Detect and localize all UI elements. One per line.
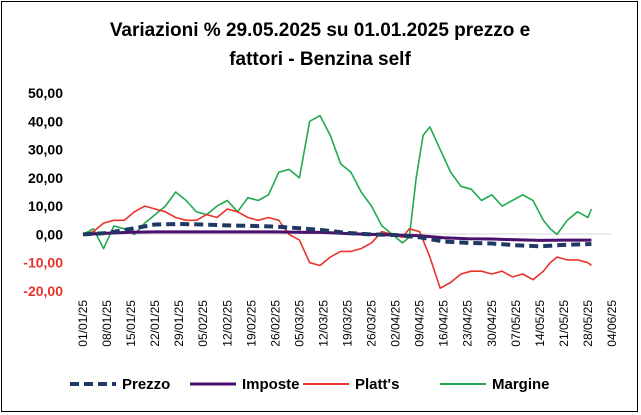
y-tick-label: 40,00: [28, 113, 63, 129]
x-tick-label: 30/04/25: [485, 300, 499, 347]
y-tick-label: 20,00: [28, 170, 63, 186]
y-tick-label: 0,00: [36, 226, 63, 242]
x-tick-label: 16/04/25: [437, 300, 451, 347]
series-line-platts: [82, 205, 592, 290]
chart-title-line2: fattori - Benzina self: [229, 49, 411, 70]
y-tick-label: 30,00: [28, 142, 63, 158]
series-lines: [82, 114, 593, 290]
x-tick-label: 02/04/25: [389, 300, 403, 347]
x-tick-label: 28/05/25: [581, 300, 595, 347]
x-tick-label: 14/05/25: [533, 300, 547, 347]
x-tick-label: 26/03/25: [365, 300, 379, 347]
legend-label: Prezzo: [122, 376, 170, 393]
y-tick-label: -10,00: [23, 255, 63, 271]
chart-title-line1: Variazioni % 29.05.2025 su 01.01.2025 pr…: [110, 20, 530, 41]
x-tick-label: 05/02/25: [196, 300, 210, 347]
x-tick-label: 12/03/25: [316, 300, 330, 347]
x-tick-label: 21/05/25: [557, 300, 571, 347]
legend: Prezzo Imposte Platt's Margine: [70, 376, 550, 393]
legend-label: Margine: [492, 376, 550, 393]
x-tick-label: 09/04/25: [413, 300, 427, 347]
y-axis-ticks: 50,00 40,00 30,00 20,00 10,00 0,00 -10,00 -20,0…: [23, 85, 63, 299]
legend-label: Platt's: [355, 376, 399, 393]
legend-label: Imposte: [242, 376, 300, 393]
x-tick-label: 15/01/25: [124, 300, 138, 347]
x-tick-label: 08/01/25: [100, 300, 114, 347]
x-tick-label: 05/03/25: [292, 300, 306, 347]
x-tick-label: 22/01/25: [148, 300, 162, 347]
series-line-prezzo: [82, 222, 592, 249]
y-tick-label: 50,00: [28, 85, 63, 101]
x-tick-label: 19/03/25: [341, 300, 355, 347]
x-tick-label: 29/01/25: [172, 300, 186, 347]
x-tick-label: 04/06/25: [605, 300, 619, 347]
x-axis-ticks: 01/01/25 08/01/25 15/01/25 22/01/25 29/01/25…: [76, 300, 619, 347]
x-tick-label: 01/01/25: [76, 300, 90, 347]
x-tick-label: 12/02/25: [220, 300, 234, 347]
y-tick-label: -20,00: [23, 283, 63, 299]
x-tick-label: 26/02/25: [268, 300, 282, 347]
x-tick-label: 23/04/25: [461, 300, 475, 347]
x-tick-label: 19/02/25: [244, 300, 258, 347]
series-line-margine: [82, 114, 593, 250]
y-tick-label: 10,00: [28, 198, 63, 214]
x-tick-label: 07/05/25: [509, 300, 523, 347]
